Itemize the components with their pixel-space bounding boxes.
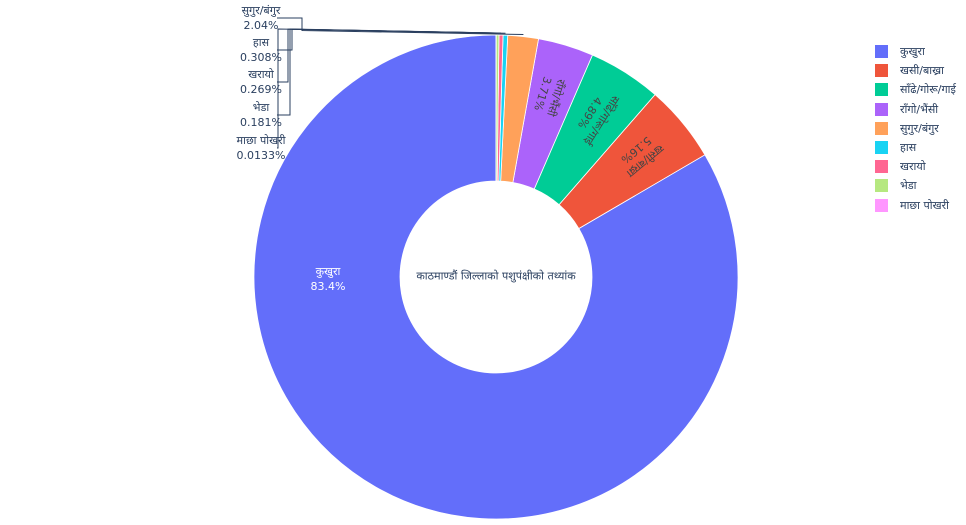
legend-item-सुगुर-बंगुर[interactable]: सुगुर/बंगुर	[875, 119, 956, 138]
legend-item-माछा-पोखरी[interactable]: माछा पोखरी	[875, 196, 956, 215]
donut-slices	[253, 34, 739, 520]
value-माछा-पोखरी: 0.0133%	[237, 149, 286, 162]
legend-label: खसी/बाख्रा	[900, 64, 944, 78]
legend-item-खसी-बाख्रा[interactable]: खसी/बाख्रा	[875, 61, 956, 80]
legend-swatch	[875, 160, 888, 174]
label-कुखुरा: कुखुरा	[316, 265, 341, 278]
label-खरायो: खरायो	[248, 68, 274, 81]
legend-swatch	[875, 83, 888, 97]
leader-line-सुगुर-बंगुर	[277, 17, 524, 35]
legend-swatch	[875, 198, 888, 212]
legend-swatch	[875, 179, 888, 193]
legend-label: खरायो	[900, 160, 926, 174]
leader-lines	[277, 17, 524, 149]
legend-item-साँढे-गोरू-गाई[interactable]: साँढे/गोरू/गाई	[875, 80, 956, 99]
legend-item-कुखुरा[interactable]: कुखुरा	[875, 42, 956, 61]
value-खरायो: 0.269%	[240, 83, 282, 96]
value-हास: 0.308%	[240, 51, 282, 64]
chart-center-title: काठमाण्डौं जिल्लाको पशुपंक्षीको तथ्यांक	[416, 269, 576, 283]
legend-item-भेडा[interactable]: भेडा	[875, 176, 956, 195]
label-माछा-पोखरी: माछा पोखरी	[237, 134, 286, 147]
legend-label: सुगुर/बंगुर	[900, 121, 939, 135]
slice-कुखुरा[interactable]	[253, 34, 739, 520]
leader-line-माछा-पोखरी	[277, 28, 497, 149]
label-भेडा: भेडा	[253, 101, 270, 114]
legend-label: हास	[900, 141, 917, 155]
legend-item-खरायो[interactable]: खरायो	[875, 157, 956, 176]
label-सुगुर-बंगुर: सुगुर/बंगुर	[242, 4, 281, 17]
value-सुगुर-बंगुर: 2.04%	[244, 19, 279, 32]
legend-swatch	[875, 102, 888, 116]
chart-legend: कुखुरा खसी/बाख्रा साँढे/गोरू/गाई राँगो/भैंस…	[875, 42, 956, 215]
legend-label: भेडा	[900, 179, 917, 193]
legend-label: साँढे/गोरू/गाई	[900, 83, 956, 97]
legend-label: कुखुरा	[900, 45, 925, 59]
value-भेडा: 0.181%	[240, 116, 282, 129]
legend-swatch	[875, 121, 888, 135]
legend-item-हास[interactable]: हास	[875, 138, 956, 157]
legend-swatch	[875, 141, 888, 155]
legend-item-राँगो-भैंसी[interactable]: राँगो/भैंसी	[875, 100, 956, 119]
value-कुखुरा: 83.4%	[311, 280, 346, 293]
label-हास: हास	[253, 36, 270, 49]
legend-label: राँगो/भैंसी	[900, 102, 939, 116]
legend-swatch	[875, 64, 888, 78]
legend-label: माछा पोखरी	[900, 198, 949, 212]
legend-swatch	[875, 45, 888, 59]
